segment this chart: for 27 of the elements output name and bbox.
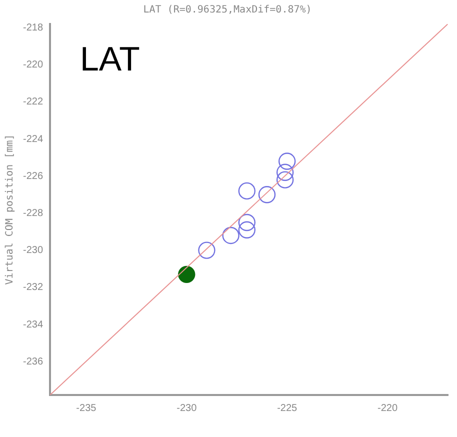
y-tick-label: -220: [23, 60, 44, 71]
point: [178, 266, 196, 284]
y-tick-label: -228: [23, 208, 44, 219]
chart-title: LAT (R=0.96325,MaxDif=0.87%): [143, 4, 312, 16]
x-tick-label: -220: [378, 402, 398, 414]
y-tick-label: -232: [23, 282, 44, 294]
point: [258, 186, 276, 204]
annotation: LAT: [80, 40, 140, 78]
y-axis-title: Virtual COM position [mm]: [4, 134, 16, 285]
point: [276, 171, 294, 188]
x-tick-label: -235: [76, 402, 97, 414]
point: [238, 182, 256, 200]
x-tick-label: -230: [176, 402, 198, 414]
y-tick-label: -218: [23, 22, 44, 34]
y-tick-label: -236: [23, 356, 44, 368]
point: [238, 214, 256, 232]
point: [222, 226, 240, 244]
point: [276, 164, 294, 181]
point: [238, 221, 256, 239]
x-tick-label: -225: [277, 402, 298, 414]
y-tick-label: -222: [23, 96, 44, 108]
y-tick-label: -230: [23, 245, 44, 256]
point: [278, 152, 296, 170]
y-tick-label: -224: [23, 134, 44, 145]
y-tick-label: -234: [23, 319, 44, 330]
point: [198, 242, 216, 259]
y-tick-label: -226: [23, 170, 44, 182]
